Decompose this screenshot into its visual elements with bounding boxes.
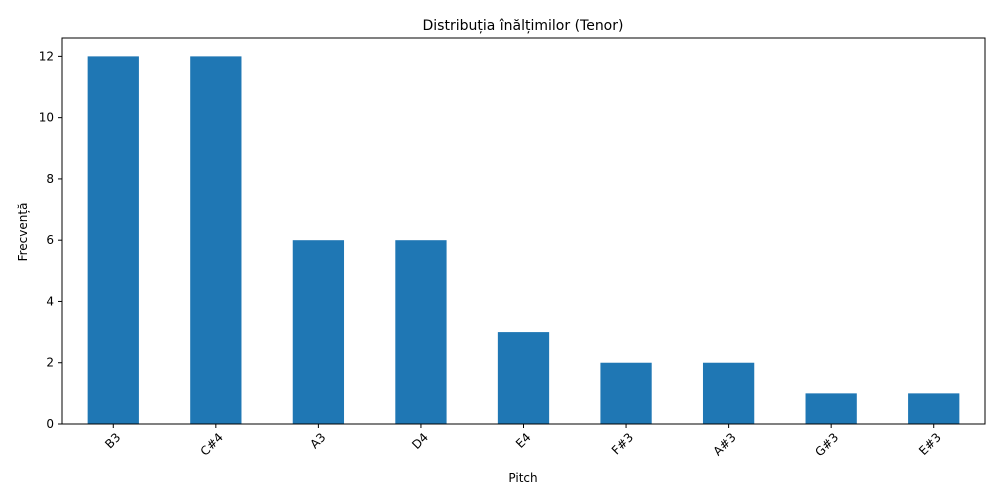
x-tick-label: A#3: [711, 430, 739, 458]
x-tick-label: E#3: [916, 430, 944, 458]
y-axis-label: Frecvență: [16, 203, 30, 262]
y-tick-label: 2: [46, 356, 54, 370]
bar-a3: [292, 240, 345, 424]
x-tick-label: A3: [307, 430, 328, 451]
x-tick-label: E4: [513, 430, 534, 451]
bar-fsharp3: [600, 362, 652, 424]
y-axis: 0 2 4 6 8 10 12: [39, 49, 62, 431]
plot-frame: [61, 37, 986, 425]
y-tick-label: 10: [39, 111, 54, 125]
bar-e4: [497, 332, 550, 424]
bar-d4: [395, 240, 447, 424]
bar-csharp4: [190, 56, 242, 424]
x-tick-label: B3: [102, 430, 123, 451]
bar-asharp3: [702, 362, 755, 424]
bar-b3: [87, 56, 139, 424]
bar-gsharp3: [805, 393, 857, 424]
y-tick-label: 8: [46, 172, 54, 186]
x-tick-label: F#3: [609, 430, 636, 457]
y-tick-label: 4: [46, 294, 54, 308]
y-tick-label: 12: [39, 49, 54, 63]
y-tick-label: 0: [46, 417, 54, 431]
chart-title: Distribuția înălțimilor (Tenor): [423, 18, 624, 34]
x-tick-label: D4: [409, 430, 431, 452]
x-tick-label: G#3: [812, 430, 841, 459]
bars-group: [87, 56, 960, 424]
x-tick-label: C#4: [198, 430, 226, 458]
y-tick-label: 6: [46, 233, 54, 247]
bar-esharp3: [908, 393, 960, 424]
x-axis: B3 C#4 A3 D4 E4 F#3 A#3 G#3 E#3: [102, 424, 944, 459]
x-axis-label: Pitch: [508, 471, 537, 485]
